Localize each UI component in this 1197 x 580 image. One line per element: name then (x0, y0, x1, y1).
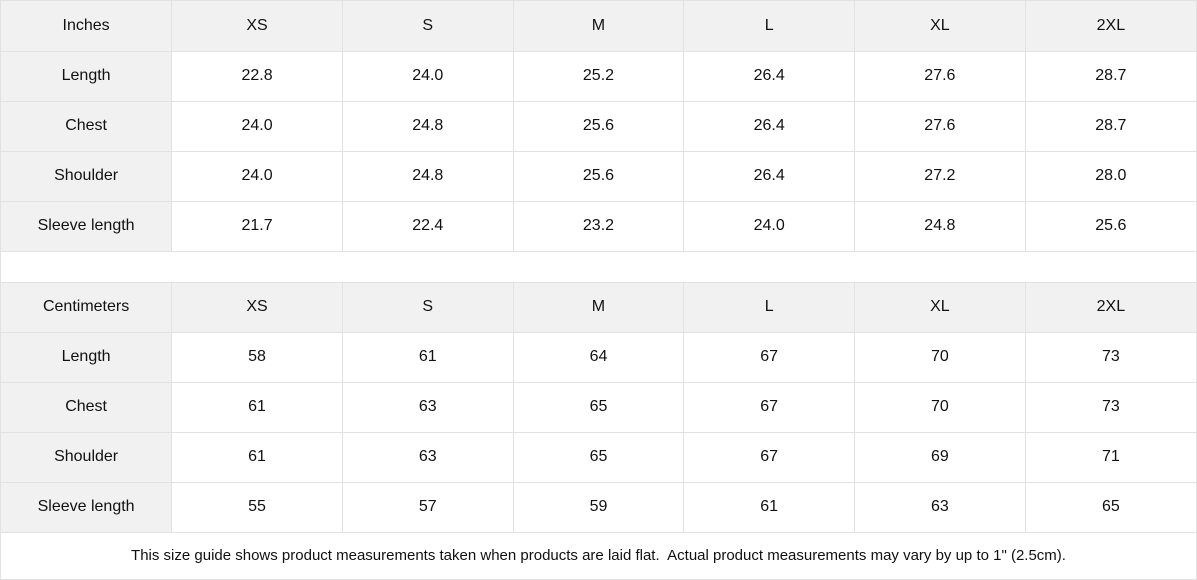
table-row: Length 58 61 64 67 70 73 (1, 331, 1196, 383)
measurement-value-cell: 73 (1024, 381, 1196, 433)
measurement-value-cell: 61 (171, 381, 343, 433)
inches-header-row: Inches XS S M L XL 2XL (1, 1, 1196, 52)
measurement-label-cell: Length (1, 50, 173, 102)
measurement-value-cell: 70 (854, 331, 1026, 383)
measurement-value-cell: 24.8 (341, 150, 514, 202)
measurement-value-cell: 26.4 (683, 100, 856, 152)
size-column-header: XL (854, 1, 1026, 52)
measurement-value-cell: 64 (512, 331, 685, 383)
measurement-value-cell: 24.0 (341, 50, 514, 102)
table-row: Chest 24.0 24.8 25.6 26.4 27.6 28.7 (1, 100, 1196, 152)
table-row: Sleeve length 55 57 59 61 63 65 (1, 481, 1196, 533)
measurement-value-cell: 65 (1024, 481, 1196, 533)
table-gap (1, 251, 1196, 282)
measurement-value-cell: 21.7 (171, 200, 343, 252)
measurement-value-cell: 58 (171, 331, 343, 383)
inches-size-table: Inches XS S M L XL 2XL Length 22.8 24.0 … (1, 1, 1196, 252)
measurement-value-cell: 24.8 (854, 200, 1026, 252)
measurement-label-cell: Sleeve length (1, 200, 173, 252)
measurement-value-cell: 25.2 (512, 50, 685, 102)
measurement-value-cell: 28.0 (1024, 150, 1196, 202)
measurement-value-cell: 26.4 (683, 150, 856, 202)
measurement-value-cell: 22.4 (341, 200, 514, 252)
measurement-value-cell: 27.6 (854, 100, 1026, 152)
size-column-header: 2XL (1024, 1, 1196, 52)
size-column-header: 2XL (1024, 281, 1196, 333)
measurement-value-cell: 67 (683, 331, 856, 383)
measurement-value-cell: 25.6 (512, 100, 685, 152)
measurement-value-cell: 24.0 (171, 100, 343, 152)
size-column-header: L (683, 281, 856, 333)
table-row: Sleeve length 21.7 22.4 23.2 24.0 24.8 2… (1, 200, 1196, 252)
measurement-value-cell: 57 (341, 481, 514, 533)
measurement-label-cell: Chest (1, 381, 173, 433)
measurement-value-cell: 67 (683, 381, 856, 433)
measurement-value-cell: 25.6 (512, 150, 685, 202)
size-column-header: XS (171, 1, 343, 52)
size-column-header: M (512, 1, 685, 52)
unit-label-cell: Centimeters (1, 281, 173, 333)
measurement-value-cell: 73 (1024, 331, 1196, 383)
size-column-header: L (683, 1, 856, 52)
measurement-value-cell: 28.7 (1024, 100, 1196, 152)
measurement-value-cell: 59 (512, 481, 685, 533)
measurement-value-cell: 69 (854, 431, 1026, 483)
measurement-label-cell: Chest (1, 100, 173, 152)
table-row: Chest 61 63 65 67 70 73 (1, 381, 1196, 433)
measurement-value-cell: 24.0 (683, 200, 856, 252)
measurement-value-cell: 24.8 (341, 100, 514, 152)
measurement-value-cell: 65 (512, 431, 685, 483)
centimeters-size-table: Centimeters XS S M L XL 2XL Length 58 61… (1, 281, 1196, 533)
size-column-header: S (341, 281, 514, 333)
measurement-value-cell: 28.7 (1024, 50, 1196, 102)
measurement-value-cell: 26.4 (683, 50, 856, 102)
measurement-value-cell: 63 (341, 381, 514, 433)
size-column-header: S (341, 1, 514, 52)
measurement-value-cell: 61 (171, 431, 343, 483)
measurement-value-cell: 63 (854, 481, 1026, 533)
measurement-value-cell: 23.2 (512, 200, 685, 252)
measurement-value-cell: 55 (171, 481, 343, 533)
table-row: Length 22.8 24.0 25.2 26.4 27.6 28.7 (1, 50, 1196, 102)
measurement-value-cell: 27.2 (854, 150, 1026, 202)
measurement-label-cell: Length (1, 331, 173, 383)
measurement-value-cell: 61 (341, 331, 514, 383)
size-column-header: XS (171, 281, 343, 333)
measurement-label-cell: Shoulder (1, 150, 173, 202)
measurement-label-cell: Shoulder (1, 431, 173, 483)
size-column-header: M (512, 281, 685, 333)
unit-label-cell: Inches (1, 1, 173, 52)
measurement-value-cell: 63 (341, 431, 514, 483)
measurement-value-cell: 71 (1024, 431, 1196, 483)
measurement-label-cell: Sleeve length (1, 481, 173, 533)
measurement-value-cell: 27.6 (854, 50, 1026, 102)
table-row: Shoulder 61 63 65 67 69 71 (1, 431, 1196, 483)
centimeters-header-row: Centimeters XS S M L XL 2XL (1, 281, 1196, 333)
measurement-value-cell: 70 (854, 381, 1026, 433)
measurement-value-cell: 22.8 (171, 50, 343, 102)
size-guide-note: This size guide shows product measuremen… (131, 547, 1066, 565)
table-row: Shoulder 24.0 24.8 25.6 26.4 27.2 28.0 (1, 150, 1196, 202)
measurement-value-cell: 67 (683, 431, 856, 483)
size-column-header: XL (854, 281, 1026, 333)
measurement-value-cell: 65 (512, 381, 685, 433)
measurement-value-cell: 24.0 (171, 150, 343, 202)
measurement-value-cell: 61 (683, 481, 856, 533)
measurement-value-cell: 25.6 (1024, 200, 1196, 252)
